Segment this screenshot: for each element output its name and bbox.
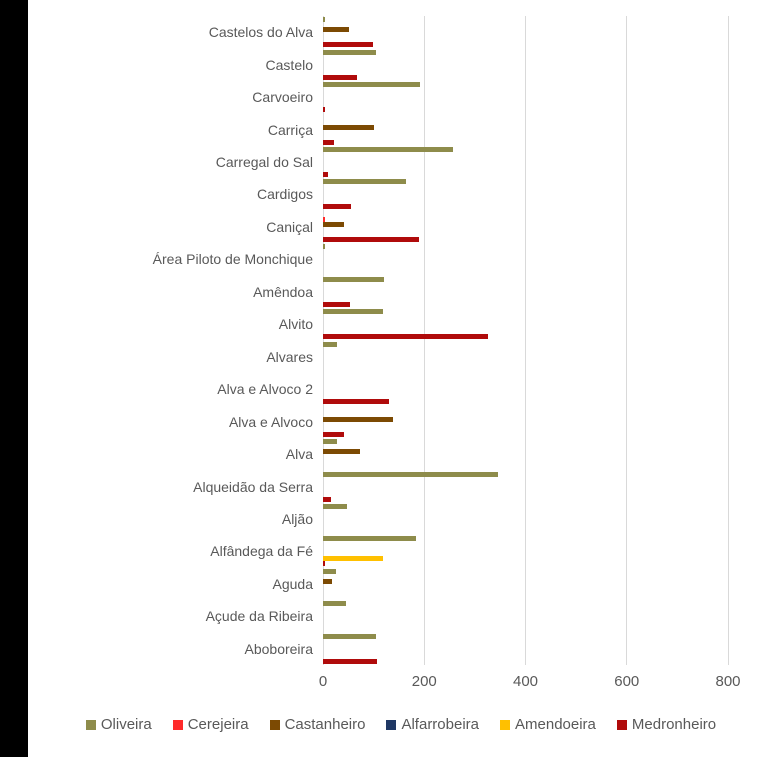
bar-medronheiro-8 — [323, 301, 351, 307]
bar-castanheiro-6 — [323, 221, 345, 227]
category-label: Aguda — [272, 575, 313, 592]
legend-label: Amendoeira — [515, 716, 596, 733]
category-label: Aljão — [281, 510, 313, 527]
bar-medronheiro-0 — [323, 42, 374, 48]
bar-medronheiro-3 — [323, 139, 334, 145]
gridline — [626, 16, 628, 665]
bar-castanheiro-13 — [323, 449, 361, 455]
legend-label: Cerejeira — [187, 716, 249, 733]
bar-oliveira-1 — [323, 49, 377, 55]
legend-label: Oliveira — [100, 716, 152, 733]
bar-oliveira-16 — [323, 536, 416, 542]
bar-castanheiro-17 — [323, 578, 333, 584]
legend-item-amendoeira: Amendoeira — [500, 716, 596, 733]
bar-medronheiro-12 — [323, 431, 344, 437]
x-tick-label: 600 — [614, 673, 640, 690]
category-label: Castelo — [265, 56, 313, 73]
bar-medronheiro-9 — [323, 334, 488, 340]
bar-oliveira-13 — [323, 439, 338, 445]
gridline — [525, 16, 526, 665]
category-label: Cardigos — [256, 186, 313, 203]
bar-oliveira-18 — [323, 601, 346, 607]
x-tick-label: 0 — [318, 673, 328, 690]
category-label: Amêndoa — [253, 283, 313, 300]
bar-medronheiro-16 — [323, 561, 325, 567]
bar-oliveira-0 — [323, 17, 326, 23]
bar-medronheiro-4 — [323, 172, 328, 178]
value-axis-line — [322, 16, 324, 665]
category-label: Aboboreira — [244, 640, 314, 657]
category-label: Alva e Alvoco — [228, 413, 313, 430]
legend-item-medronheiro: Medronheiro — [616, 716, 717, 733]
legend-swatch-icon — [616, 719, 627, 730]
bar-oliveira-2 — [323, 82, 420, 88]
bar-oliveira-14 — [323, 471, 498, 477]
bar-oliveira-8 — [323, 276, 385, 282]
bar-oliveira-19 — [323, 633, 376, 639]
category-label: Alvito — [278, 316, 313, 333]
legend-label: Medronheiro — [631, 716, 717, 733]
x-tick-label: 400 — [512, 673, 539, 690]
bar-medronheiro-11 — [323, 399, 390, 405]
legend-swatch-icon — [85, 719, 96, 730]
x-tick-label: 800 — [715, 673, 741, 690]
category-label: Alvares — [266, 348, 313, 365]
category-label: Carregal do Sal — [215, 154, 313, 171]
legend-swatch-icon — [500, 719, 511, 730]
category-label: Açude da Ribeira — [205, 608, 313, 625]
bar-oliveira-15 — [323, 503, 347, 509]
legend-item-cerejeira: Cerejeira — [172, 716, 249, 733]
chart-legend: Oliveira Cerejeira Castanheiro Alfarrobeira… — [28, 716, 774, 733]
legend-swatch-icon — [172, 719, 183, 730]
bar-oliveira-17 — [323, 568, 336, 574]
bar-medronheiro-5 — [323, 204, 352, 210]
bar-oliveira-7 — [323, 244, 326, 250]
bar-oliveira-10 — [323, 341, 338, 347]
category-label: Alfândega da Fé — [210, 543, 313, 560]
category-label: Alva — [285, 446, 313, 463]
gridline — [423, 16, 425, 665]
category-label: Caniçal — [266, 218, 313, 235]
legend-item-oliveira: Oliveira — [85, 716, 152, 733]
category-label: Alqueidão da Serra — [193, 478, 313, 495]
legend-item-castanheiro: Castanheiro — [269, 716, 366, 733]
bar-cerejeira-6 — [323, 216, 326, 222]
legend-label: Alfarrobeira — [401, 716, 480, 733]
legend-swatch-icon — [269, 719, 280, 730]
legend-item-alfarrobeira: Alfarrobeira — [386, 716, 479, 733]
bar-medronheiro-2 — [323, 107, 326, 113]
bar-medronheiro-1 — [323, 74, 358, 80]
bar-medronheiro-19 — [323, 658, 378, 664]
bar-medronheiro-14 — [323, 496, 331, 502]
gridline — [727, 16, 729, 665]
category-label: Alva e Alvoco 2 — [217, 381, 313, 398]
screen-edge-black-stripe — [0, 0, 28, 757]
legend-swatch-icon — [386, 719, 397, 730]
bar-oliveira-5 — [323, 179, 406, 185]
bar-castanheiro-0 — [323, 27, 349, 33]
category-label: Castelos do Alva — [208, 24, 313, 41]
bar-medronheiro-6 — [323, 236, 420, 242]
bar-amendoeira-16 — [323, 556, 384, 562]
category-label: Carvoeiro — [252, 89, 313, 106]
legend-label: Castanheiro — [284, 716, 366, 733]
x-tick-label: 200 — [411, 673, 437, 690]
bar-oliveira-9 — [323, 309, 383, 315]
bar-castanheiro-12 — [323, 416, 393, 422]
category-label: Carriça — [267, 121, 313, 138]
bar-oliveira-4 — [323, 147, 453, 153]
bar-castanheiro-3 — [323, 124, 375, 130]
category-label: Área Piloto de Monchique — [152, 251, 313, 268]
